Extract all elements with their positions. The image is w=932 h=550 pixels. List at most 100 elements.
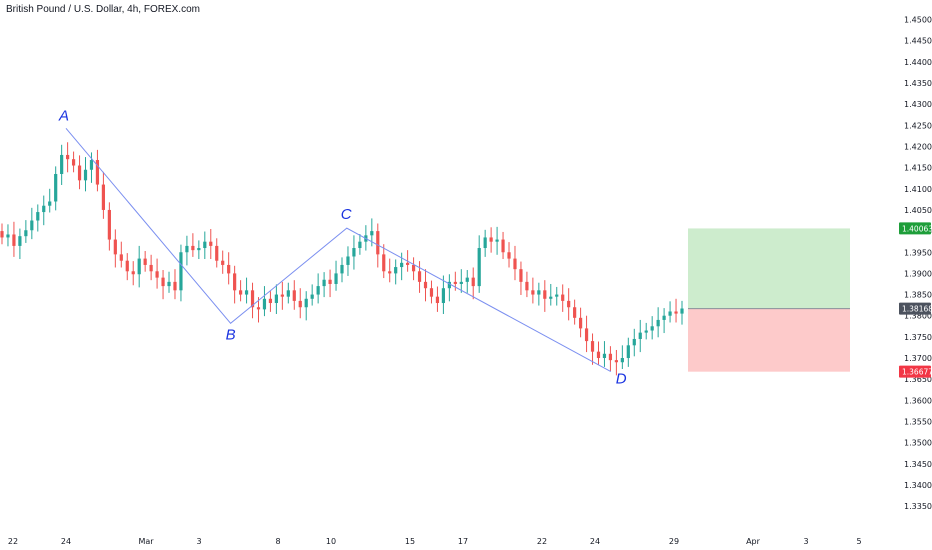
candle-body: [221, 260, 225, 265]
candle-body: [209, 241, 213, 246]
candle-body: [155, 271, 159, 278]
candle-body: [256, 307, 261, 310]
candle-body: [668, 311, 672, 316]
time-tick-label: 24: [61, 537, 71, 546]
price-tick-label: 1.35500: [904, 417, 932, 426]
price-tick-label: 1.44500: [904, 37, 932, 46]
candle-body: [137, 258, 141, 275]
target-price-label: 1.40063: [902, 224, 932, 233]
candle-body: [268, 298, 273, 304]
price-tick-label: 1.34000: [904, 481, 932, 490]
stop-zone: [688, 308, 850, 372]
candle-body: [77, 165, 82, 181]
candle-body: [36, 212, 40, 221]
candle-body: [107, 209, 111, 240]
candle-body: [513, 258, 517, 270]
price-tick-label: 1.34500: [904, 460, 932, 469]
candle-body: [12, 234, 16, 246]
candle-body: [95, 160, 100, 185]
price-tick-label: 1.43500: [904, 79, 932, 88]
time-tick-label: 3: [196, 537, 201, 546]
entry-price-badge: [899, 302, 931, 315]
time-axis[interactable]: 22 24 Mar 3 8 10 15 17 22 24 29 Apr 3 5: [8, 537, 862, 546]
candle-body: [573, 307, 577, 318]
candle-body: [376, 231, 380, 255]
candle-body: [83, 169, 88, 181]
candle-body: [483, 237, 487, 249]
candle-body: [471, 277, 475, 287]
time-tick-label: 17: [458, 537, 468, 546]
candle-body: [125, 260, 129, 272]
candle-body: [620, 358, 624, 363]
candle-body: [447, 281, 451, 289]
candle-body: [578, 317, 583, 329]
price-tick-label: 1.41000: [904, 185, 932, 194]
candle-body: [370, 231, 374, 236]
candle-body: [322, 279, 326, 287]
candle-body: [435, 296, 440, 304]
time-tick-label: 22: [8, 537, 18, 546]
candle-body: [441, 288, 446, 304]
candle-body: [531, 290, 535, 295]
candle-body: [614, 360, 618, 363]
candle-body: [0, 231, 4, 238]
price-tick-label: 1.44000: [904, 58, 932, 67]
candle-body: [262, 298, 267, 310]
price-tick-label: 1.40500: [904, 206, 932, 215]
candle-body: [358, 241, 362, 249]
candles: [0, 142, 684, 376]
candle-body: [453, 281, 457, 284]
time-tick-label: Mar: [138, 537, 154, 546]
candle-body: [525, 281, 529, 291]
pattern-line: [65, 127, 612, 372]
candle-body: [173, 281, 177, 291]
candle-body: [233, 273, 237, 291]
candle-body: [417, 271, 422, 282]
candle-body: [590, 341, 595, 352]
stop-price-label: 1.36677: [902, 368, 932, 377]
candle-body: [549, 296, 553, 299]
position-zones: [688, 228, 850, 372]
candle-body: [60, 154, 64, 174]
target-price-badge: [899, 222, 931, 235]
abcd-pattern: A B C D: [58, 107, 627, 387]
candle-body: [113, 239, 117, 255]
price-axis[interactable]: 1.33500 1.34000 1.34500 1.35000 1.35500 1.360…: [904, 16, 932, 512]
candle-body: [286, 290, 290, 297]
price-badges: 1.40063 1.38168 1.36677: [899, 222, 932, 378]
candle-body: [519, 269, 523, 282]
time-tick-label: 29: [669, 537, 679, 546]
wave-label-c: C: [341, 206, 352, 223]
candle-body: [71, 159, 76, 166]
price-tick-label: 1.36000: [904, 396, 932, 405]
price-tick-label: 1.42500: [904, 121, 932, 130]
candle-body: [66, 154, 70, 160]
candle-body: [304, 298, 308, 308]
candle-body: [328, 279, 332, 284]
price-tick-label: 1.38500: [904, 291, 932, 300]
candle-body: [334, 273, 338, 284]
candle-body: [24, 230, 28, 237]
price-tick-label: 1.37000: [904, 354, 932, 363]
candle-body: [149, 264, 153, 272]
price-tick-label: 1.33500: [904, 502, 932, 511]
candle-body: [656, 319, 660, 327]
time-tick-label: 8: [275, 537, 280, 546]
price-tick-label: 1.43000: [904, 100, 932, 109]
candle-body: [316, 286, 320, 295]
candle-body: [638, 332, 642, 339]
candle-body: [406, 262, 410, 265]
candle-body: [179, 252, 183, 291]
candle-body: [185, 245, 189, 253]
candle-body: [18, 236, 22, 246]
candle-body: [400, 262, 404, 268]
price-tick-label: 1.41500: [904, 164, 932, 173]
price-tick-label: 1.45000: [904, 16, 932, 25]
candle-body: [167, 281, 171, 287]
time-tick-label: 24: [590, 537, 600, 546]
candle-body: [238, 290, 243, 295]
candle-body: [101, 184, 106, 210]
candle-body: [298, 300, 302, 308]
price-tick-label: 1.39500: [904, 248, 932, 257]
